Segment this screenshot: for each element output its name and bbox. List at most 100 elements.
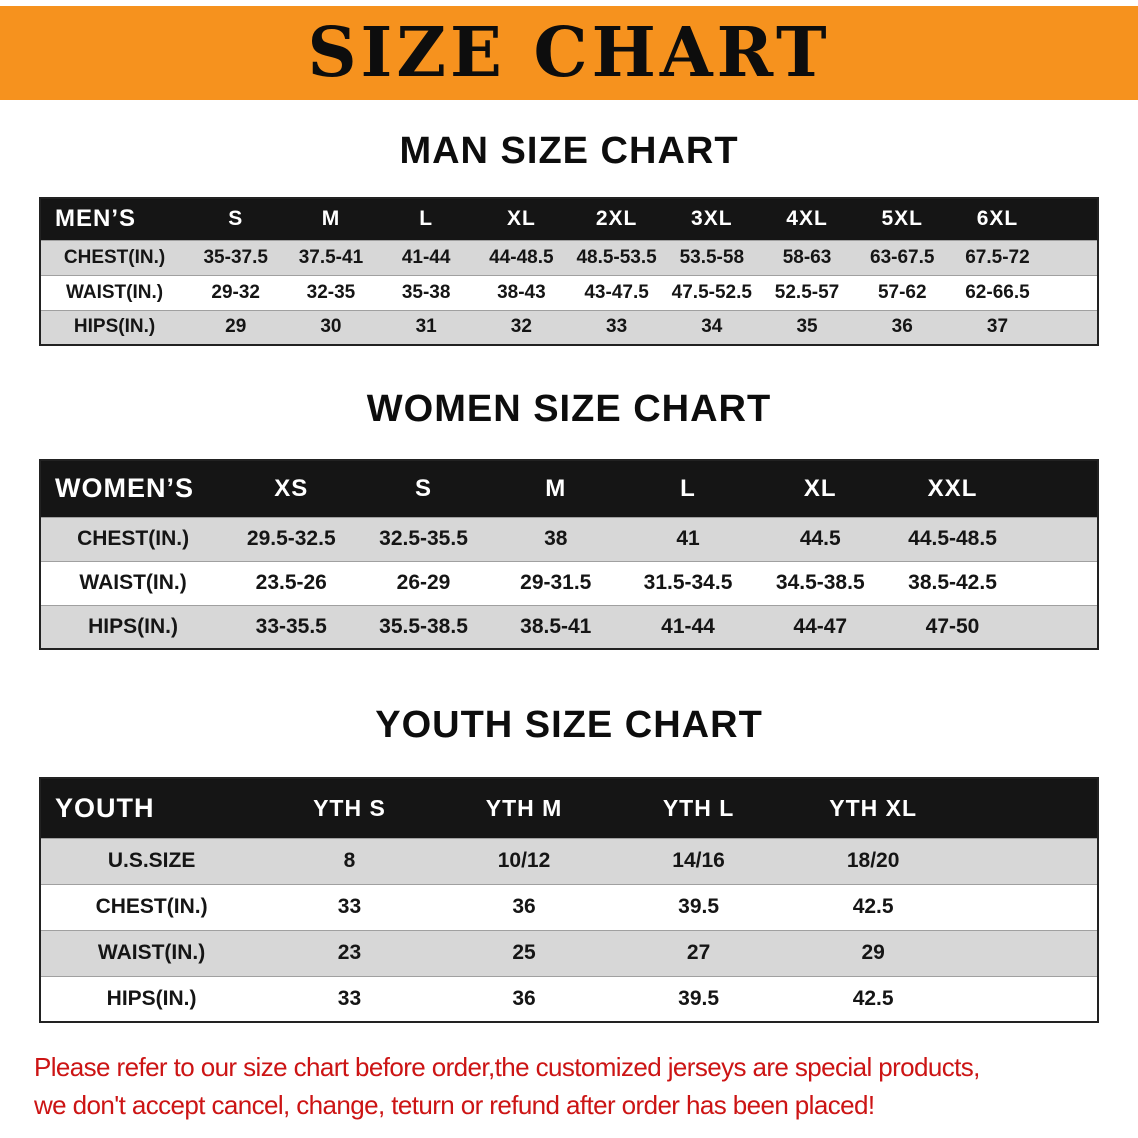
size-value-cell: 25 — [436, 929, 612, 976]
filler-cell — [960, 883, 1098, 930]
size-value-cell: 33 — [262, 975, 437, 1022]
banner: SIZE CHART — [0, 6, 1138, 100]
row-label-cell: CHEST(IN.) — [40, 883, 263, 930]
filler-cell — [1045, 239, 1098, 275]
women-table-wrap: WOMEN’S XS S M L XL XXL CHEST(IN.) 29.5-… — [39, 459, 1099, 650]
size-col-header: 6XL — [949, 198, 1046, 240]
youth-section-heading: YOUTH SIZE CHART — [375, 704, 763, 746]
size-col-header: L — [378, 198, 474, 240]
size-col-header: YTH M — [436, 778, 612, 838]
table-row: CHEST(IN.) 29.5-32.5 32.5-35.5 38 41 44.… — [40, 516, 1098, 561]
size-value-cell: 23.5-26 — [225, 560, 358, 605]
size-col-header: 3XL — [664, 198, 760, 240]
size-value-cell: 38 — [489, 516, 622, 561]
men-table-wrap: MEN’S S M L XL 2XL 3XL 4XL 5XL 6XL — [39, 197, 1099, 346]
size-value-cell: 41-44 — [378, 239, 474, 275]
size-col-header: 2XL — [568, 198, 665, 240]
size-value-cell: 36 — [436, 975, 612, 1022]
size-value-cell: 33 — [262, 883, 437, 930]
size-value-cell: 18/20 — [785, 837, 961, 884]
filler-cell — [1018, 560, 1098, 605]
women-size-table: WOMEN’S XS S M L XL XXL CHEST(IN.) 29.5-… — [39, 459, 1099, 650]
size-value-cell: 14/16 — [611, 837, 786, 884]
size-value-cell: 29 — [188, 309, 284, 345]
men-header-row: MEN’S S M L XL 2XL 3XL 4XL 5XL 6XL — [40, 198, 1098, 240]
filler-cell — [1018, 604, 1098, 649]
size-value-cell: 29.5-32.5 — [225, 516, 358, 561]
filler-cell — [960, 778, 1098, 838]
size-value-cell: 47.5-52.5 — [664, 274, 760, 310]
row-label-cell: HIPS(IN.) — [40, 604, 226, 649]
size-value-cell: 48.5-53.5 — [568, 239, 665, 275]
youth-header-label: YOUTH — [40, 778, 263, 838]
size-col-header: YTH S — [262, 778, 437, 838]
size-value-cell: 38-43 — [473, 274, 569, 310]
size-value-cell: 35-38 — [378, 274, 474, 310]
table-row: U.S.SIZE 8 10/12 14/16 18/20 — [40, 837, 1098, 884]
size-value-cell: 44.5 — [754, 516, 887, 561]
size-value-cell: 42.5 — [785, 975, 961, 1022]
filler-cell — [960, 837, 1098, 884]
size-value-cell: 27 — [611, 929, 786, 976]
women-section-heading: WOMEN SIZE CHART — [366, 388, 772, 430]
size-value-cell: 35-37.5 — [188, 239, 284, 275]
size-value-cell: 36 — [436, 883, 612, 930]
table-row: WAIST(IN.) 23 25 27 29 — [40, 929, 1098, 976]
filler-cell — [1045, 274, 1098, 310]
size-value-cell: 42.5 — [785, 883, 961, 930]
filler-cell — [1018, 516, 1098, 561]
size-value-cell: 38.5-42.5 — [886, 560, 1019, 605]
size-col-header: S — [188, 198, 284, 240]
table-row: WAIST(IN.) 29-32 32-35 35-38 38-43 43-47… — [40, 274, 1098, 310]
table-row: HIPS(IN.) 33 36 39.5 42.5 — [40, 975, 1098, 1022]
size-value-cell: 37.5-41 — [283, 239, 379, 275]
table-row: HIPS(IN.) 33-35.5 35.5-38.5 38.5-41 41-4… — [40, 604, 1098, 649]
size-value-cell: 29-32 — [188, 274, 284, 310]
size-value-cell: 32-35 — [283, 274, 379, 310]
filler-cell — [1045, 309, 1098, 345]
size-value-cell: 32.5-35.5 — [357, 516, 490, 561]
size-col-header: XL — [754, 460, 887, 517]
youth-size-table: YOUTH YTH S YTH M YTH L YTH XL U.S.SIZE … — [39, 777, 1099, 1023]
youth-table-wrap: YOUTH YTH S YTH M YTH L YTH XL U.S.SIZE … — [39, 777, 1099, 1023]
size-col-header: YTH XL — [785, 778, 961, 838]
filler-cell — [1045, 198, 1098, 240]
size-col-header: YTH L — [611, 778, 786, 838]
size-value-cell: 52.5-57 — [759, 274, 855, 310]
men-size-table: MEN’S S M L XL 2XL 3XL 4XL 5XL 6XL — [39, 197, 1099, 346]
table-row: CHEST(IN.) 35-37.5 37.5-41 41-44 44-48.5… — [40, 239, 1098, 275]
size-value-cell: 53.5-58 — [664, 239, 760, 275]
table-row: CHEST(IN.) 33 36 39.5 42.5 — [40, 883, 1098, 930]
youth-section: YOUTH SIZE CHART YOUTH YTH S YTH M YTH L… — [0, 704, 1138, 1023]
size-value-cell: 37 — [949, 309, 1046, 345]
size-value-cell: 34 — [664, 309, 760, 345]
row-label-cell: WAIST(IN.) — [40, 929, 263, 976]
size-value-cell: 32 — [473, 309, 569, 345]
size-value-cell: 39.5 — [611, 883, 786, 930]
youth-header-row: YOUTH YTH S YTH M YTH L YTH XL — [40, 778, 1098, 838]
size-col-header: M — [283, 198, 379, 240]
size-value-cell: 39.5 — [611, 975, 786, 1022]
page-title: SIZE CHART — [307, 13, 831, 93]
size-col-header: S — [357, 460, 490, 517]
table-row: HIPS(IN.) 29 30 31 32 33 34 35 36 37 — [40, 309, 1098, 345]
row-label-cell: HIPS(IN.) — [40, 975, 263, 1022]
filler-cell — [1018, 460, 1098, 517]
size-value-cell: 41 — [621, 516, 755, 561]
size-col-header: XL — [473, 198, 569, 240]
size-col-header: XS — [225, 460, 358, 517]
size-col-header: 4XL — [759, 198, 855, 240]
size-value-cell: 44-48.5 — [473, 239, 569, 275]
women-section: WOMEN SIZE CHART WOMEN’S XS S M L XL XXL — [0, 388, 1138, 650]
women-header-row: WOMEN’S XS S M L XL XXL — [40, 460, 1098, 517]
size-value-cell: 8 — [262, 837, 437, 884]
men-section: MAN SIZE CHART MEN’S S M L XL 2XL 3XL 4X… — [0, 130, 1138, 346]
size-value-cell: 29 — [785, 929, 961, 976]
size-col-header: XXL — [886, 460, 1019, 517]
row-label-cell: HIPS(IN.) — [40, 309, 189, 345]
size-value-cell: 58-63 — [759, 239, 855, 275]
size-value-cell: 63-67.5 — [854, 239, 950, 275]
size-value-cell: 38.5-41 — [489, 604, 622, 649]
size-col-header: 5XL — [854, 198, 950, 240]
row-label-cell: WAIST(IN.) — [40, 274, 189, 310]
